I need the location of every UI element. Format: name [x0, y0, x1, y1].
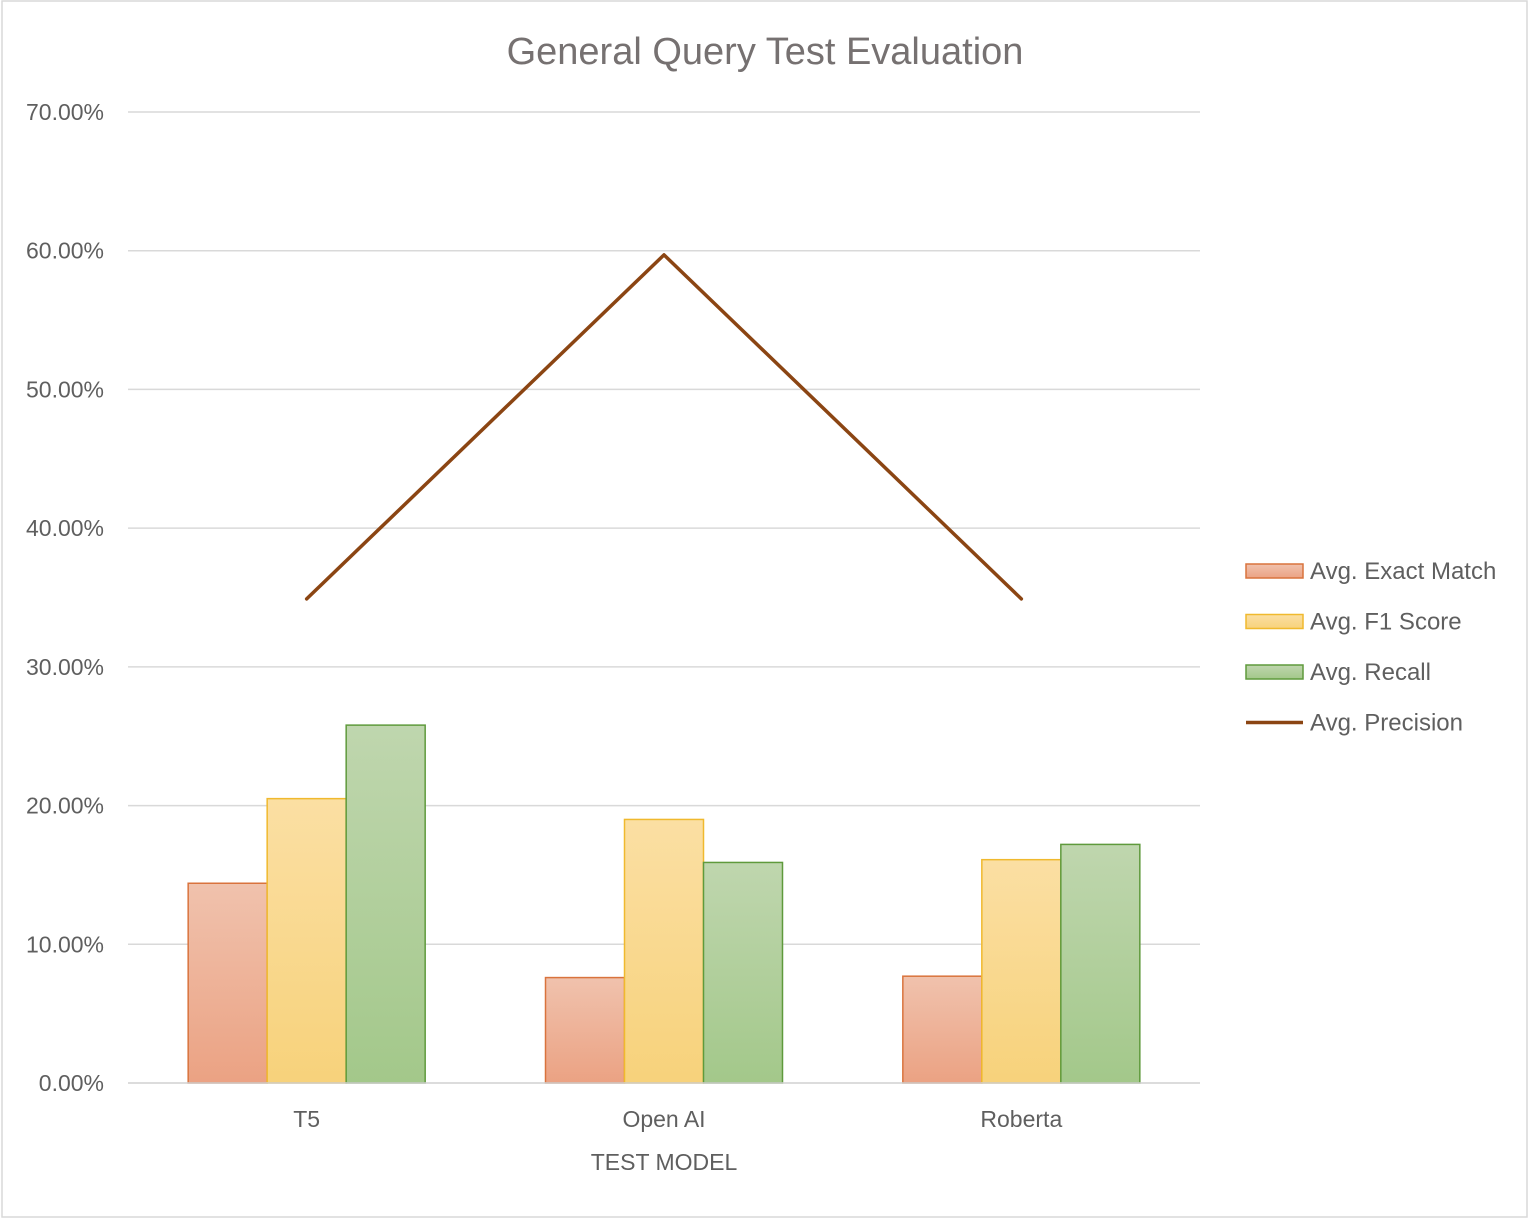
legend: Avg. Exact Match Avg. F1 Score Avg. Recall… [1245, 558, 1496, 737]
chart-title: General Query Test Evaluation [507, 31, 1024, 73]
legend-label: Avg. F1 Score [1310, 609, 1462, 636]
legend-label: Avg. Exact Match [1310, 558, 1496, 585]
y-tick-label: 0.00% [39, 1070, 104, 1096]
bar-avg-exact-match-t5 [187, 882, 268, 1084]
bars [187, 724, 1141, 1084]
y-tick-label: 20.00% [26, 793, 104, 819]
legend-label: Avg. Recall [1310, 659, 1431, 686]
legend-swatch [1245, 613, 1304, 630]
x-axis-title: TEST MODEL [591, 1149, 738, 1175]
bar-avg-recall-t5 [345, 724, 426, 1084]
legend-label: Avg. Precision [1310, 710, 1463, 737]
bar-avg-f1-score-t5 [266, 797, 347, 1084]
x-tick-label: Open AI [622, 1106, 705, 1132]
legend-swatch [1245, 664, 1304, 680]
y-tick-label: 40.00% [26, 515, 104, 541]
precision-line [304, 253, 1024, 601]
x-tick-label: T5 [293, 1106, 320, 1132]
x-tick-label: Roberta [980, 1106, 1062, 1132]
bar-avg-exact-match-roberta [902, 975, 983, 1084]
y-tick-label: 60.00% [26, 238, 104, 264]
bar-avg-f1-score-roberta [981, 858, 1062, 1084]
legend-swatch [1245, 563, 1304, 579]
y-axis-tick-labels: 0.00% 10.00% 20.00% 30.00% 40.00% 50.00% 60.00… [26, 99, 104, 1096]
bar-avg-exact-match-open-ai [544, 976, 626, 1084]
y-tick-label: 30.00% [26, 654, 104, 680]
bar-avg-recall-roberta [1060, 843, 1141, 1084]
y-tick-label: 50.00% [26, 376, 104, 402]
y-tick-label: 70.00% [26, 99, 104, 125]
y-tick-label: 10.00% [26, 931, 104, 957]
bar-avg-f1-score-open-ai [623, 818, 705, 1084]
line-avg-precision [304, 253, 1024, 601]
bar-avg-recall-open-ai [702, 861, 784, 1084]
x-axis-tick-labels: T5 Open AI Roberta [293, 1106, 1062, 1132]
